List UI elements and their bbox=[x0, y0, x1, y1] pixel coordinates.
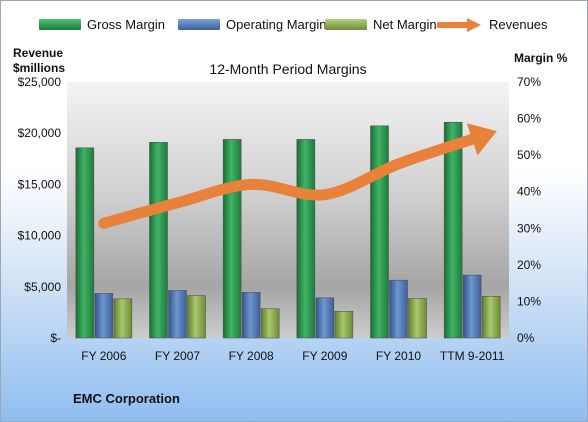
bar-net-margin bbox=[260, 308, 280, 339]
bar-net-margin bbox=[187, 295, 206, 339]
right-tick-label: 60% bbox=[517, 112, 541, 126]
legend-revenues: Revenues bbox=[437, 17, 548, 32]
bar-net-margin bbox=[408, 298, 427, 339]
category-label: FY 2006 bbox=[81, 349, 126, 363]
bar-net-margin bbox=[113, 298, 133, 339]
bar-operating-margin bbox=[462, 274, 482, 339]
bar-gross-margin bbox=[149, 142, 168, 339]
legend-arrow-icon bbox=[437, 17, 481, 32]
right-tick-label: 0% bbox=[517, 331, 535, 345]
left-tick-label: $10,000 bbox=[18, 229, 62, 243]
company-name: EMC Corporation bbox=[73, 391, 180, 406]
category-label: TTM 9-2011 bbox=[440, 349, 505, 363]
legend-gross-margin: Gross Margin bbox=[39, 17, 165, 32]
right-tick-label: 30% bbox=[517, 221, 541, 235]
bar-gross-margin bbox=[443, 121, 463, 339]
legend-label-revenues: Revenues bbox=[489, 17, 548, 32]
right-tick-label: 70% bbox=[517, 75, 541, 89]
legend-swatch-operating-margin bbox=[178, 19, 220, 30]
left-tick-label: $- bbox=[50, 331, 61, 345]
left-axis-title-line1: Revenue bbox=[13, 46, 64, 60]
legend-label-operating-margin: Operating Margin bbox=[226, 17, 327, 32]
left-axis-title: Revenue $millions bbox=[13, 46, 65, 76]
category-label: FY 2009 bbox=[302, 349, 347, 363]
legend-label-net-margin: Net Margin bbox=[373, 17, 437, 32]
right-tick-label: 10% bbox=[517, 294, 541, 308]
bar-operating-margin bbox=[315, 297, 335, 339]
right-tick-label: 20% bbox=[517, 258, 541, 272]
right-tick-label: 50% bbox=[517, 148, 541, 162]
category-label: FY 2010 bbox=[376, 349, 421, 363]
left-tick-label: $15,000 bbox=[18, 177, 62, 191]
bar-operating-margin bbox=[168, 290, 187, 339]
left-tick-label: $5,000 bbox=[24, 280, 61, 294]
left-axis-title-line2: $millions bbox=[13, 61, 66, 75]
bar-operating-margin bbox=[241, 291, 261, 339]
legend-net-margin: Net Margin bbox=[325, 17, 437, 32]
right-axis-title: Margin % bbox=[514, 51, 568, 65]
bar-gross-margin bbox=[222, 139, 242, 339]
revenue-line bbox=[98, 133, 478, 229]
bar-gross-margin bbox=[370, 125, 389, 339]
left-tick-label: $25,000 bbox=[18, 75, 62, 89]
legend-operating-margin: Operating Margin bbox=[178, 17, 326, 32]
legend-label-gross-margin: Gross Margin bbox=[87, 17, 166, 32]
bar-gross-margin bbox=[296, 139, 316, 339]
category-label: FY 2007 bbox=[155, 349, 200, 363]
category-label: FY 2008 bbox=[229, 349, 274, 363]
bar-operating-margin bbox=[94, 293, 114, 339]
chart-title: 12-Month Period Margins bbox=[209, 61, 366, 77]
legend-swatch-net-margin bbox=[325, 19, 367, 30]
legend-swatch-gross-margin bbox=[39, 19, 81, 30]
bar-net-margin bbox=[334, 311, 354, 339]
left-tick-label: $20,000 bbox=[18, 126, 62, 140]
bar-net-margin bbox=[481, 296, 501, 339]
right-tick-label: 40% bbox=[517, 185, 541, 199]
bar-operating-margin bbox=[389, 279, 408, 339]
bar-gross-margin bbox=[75, 147, 95, 339]
revenue-arrow-head bbox=[466, 123, 497, 156]
